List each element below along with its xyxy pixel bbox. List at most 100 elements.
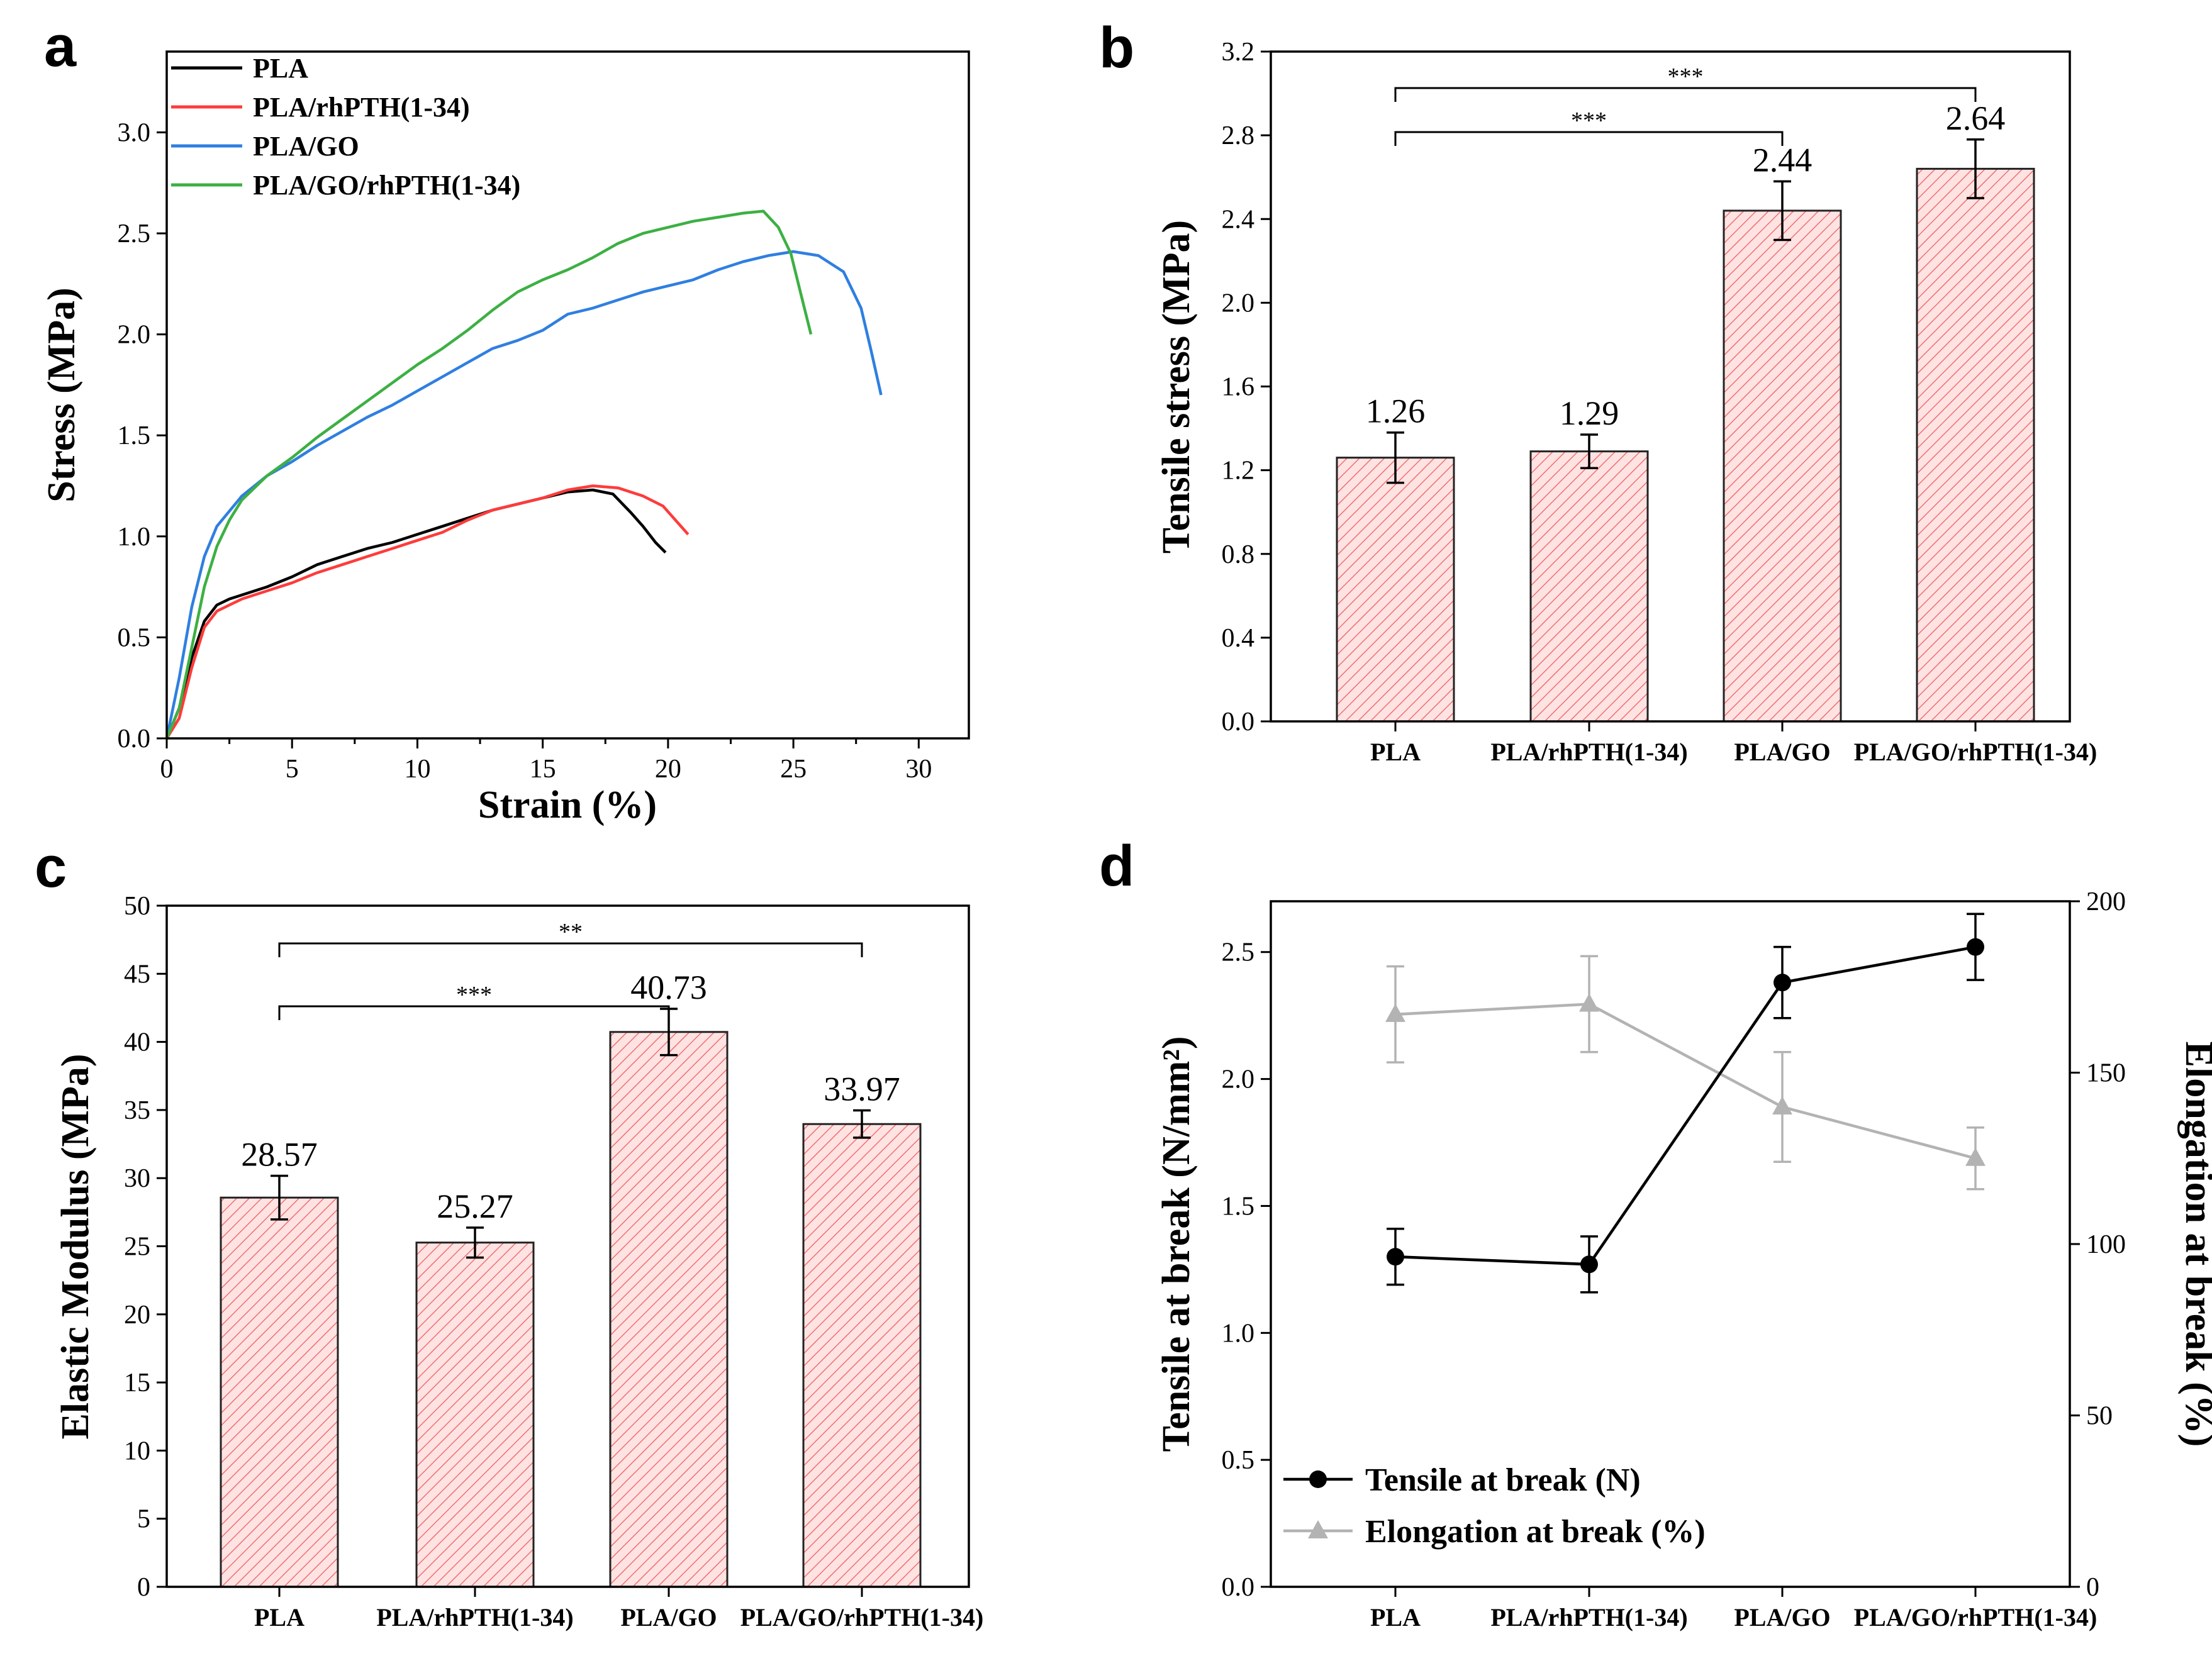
panel-b-y-tick-label: 0.8 (1222, 540, 1255, 569)
panel-c-y-tick-label: 40 (124, 1028, 150, 1057)
panel-a-plot-frame (165, 50, 970, 740)
panel-d-point-triangle (1772, 1096, 1792, 1114)
panel-a-x-tick-label: 20 (655, 755, 681, 784)
panel-a-y-tick-label: 2.0 (118, 321, 151, 350)
panel-c-error-bar (271, 1174, 288, 1221)
panel-b-significance-1-bracket (1394, 131, 1784, 146)
panel-b-significance-1-label: *** (1571, 108, 1607, 134)
panel-d-y-tick-label-right: 50 (2086, 1402, 2113, 1431)
panel-b-bar (1336, 457, 1455, 723)
panel-b-bar (1723, 209, 1842, 723)
panel-d-point-circle (1774, 974, 1791, 992)
panel-d-chart: d 0.0 0.5 1.0 1.5 2.0 2.5 0 50 100 150 200 PLA PLA/r… (1099, 834, 2212, 1631)
panel-b-y-tick-label: 0.4 (1222, 624, 1255, 653)
panel-c-y-tick-label: 45 (124, 960, 150, 989)
panel-b-data-label: 2.44 (1753, 141, 1813, 179)
panel-c-data-label: 28.57 (241, 1136, 318, 1174)
panel-d-y-tick-label-left: 2.0 (1222, 1065, 1255, 1094)
panel-c-data-label: 25.27 (437, 1187, 513, 1225)
panel-b-error-bar (1774, 180, 1791, 242)
panel-c-data-label: 40.73 (630, 969, 707, 1006)
panel-c-y-tick-label: 50 (124, 892, 150, 921)
panel-a-x-tick-label: 25 (780, 755, 807, 784)
panel-d-legend-marker (1309, 1470, 1327, 1488)
panel-d-point-triangle (1965, 1147, 1986, 1166)
panel-d-y-tick-label-right: 150 (2086, 1059, 2126, 1088)
panel-b-letter: b (1099, 16, 1134, 80)
panel-a-x-axis-title: Strain (%) (478, 784, 657, 826)
panel-d-y-tick-label-left: 1.0 (1222, 1319, 1255, 1348)
panel-d-category-label: PLA/GO/rhPTH(1-34) (1854, 1603, 2097, 1631)
panel-a-letter: a (44, 14, 77, 79)
panel-c-category-label: PLA (254, 1603, 304, 1631)
panel-b-bar (1529, 450, 1649, 723)
panel-c-y-tick-label: 35 (124, 1096, 150, 1125)
panel-c-bar (802, 1123, 922, 1588)
panel-a-x-tick-label: 10 (404, 755, 430, 784)
panel-c-bar (609, 1031, 729, 1588)
panel-a-legend-label: PLA/rhPTH(1-34) (253, 92, 470, 123)
panel-c-significance-1-label: *** (456, 982, 492, 1008)
panel-c-y-tick-label: 25 (124, 1233, 150, 1262)
panel-d-y-tick-label-left: 0.5 (1222, 1446, 1255, 1475)
panel-d-point-triangle (1385, 1003, 1405, 1022)
panel-c-y-tick-label: 20 (124, 1301, 150, 1330)
panel-b-y-axis-title: Tensile stress (MPa) (1155, 220, 1198, 553)
panel-b-y-tick-label: 1.6 (1222, 373, 1255, 402)
panel-a-series-line-2 (167, 484, 690, 738)
panel-a-y-axis-title: Stress (MPa) (40, 287, 83, 502)
panel-a-series-line-3 (167, 250, 883, 738)
panel-d-letter: d (1099, 834, 1134, 898)
panel-a-x-tick-label: 0 (160, 755, 174, 784)
panel-c-y-axis-title: Elastic Modulus (MPa) (54, 1053, 97, 1439)
panel-b-y-tick-label: 2.0 (1222, 289, 1255, 318)
panel-d-plot-frame (1270, 900, 2071, 1588)
panel-a-series-line-1 (167, 488, 667, 738)
panel-a-y-tick-label: 0.0 (118, 725, 151, 753)
panel-c-y-tick-label: 10 (124, 1436, 150, 1465)
panel-c-y-tick-label: 15 (124, 1369, 150, 1398)
panel-d-point-circle (1387, 1248, 1404, 1266)
panel-c-y-tick-label: 0 (137, 1573, 150, 1602)
panel-c-category-label: PLA/rhPTH(1-34) (376, 1603, 573, 1631)
panel-a-x-tick-label: 5 (286, 755, 299, 784)
panel-b-plot-frame (1270, 50, 2071, 723)
panel-c-category-label: PLA/GO/rhPTH(1-34) (740, 1603, 984, 1631)
panel-b-error-bar (1967, 138, 1984, 199)
panel-d-y-tick-label-right: 100 (2086, 1230, 2126, 1259)
panel-b-chart: b 0.0 0.4 0.8 1.2 1.6 2.0 2.4 2.8 3.2 1.26 PLA 1.29… (1099, 16, 2097, 766)
panel-d-series-line-1 (1395, 945, 1976, 1266)
panel-c-error-bar (853, 1109, 871, 1139)
panel-a-x-tick-label: 30 (905, 755, 932, 784)
panel-b-bar (1916, 167, 2035, 723)
panel-a-legend-label: PLA (253, 53, 308, 84)
panel-b-y-tick-label: 2.4 (1222, 205, 1255, 234)
panel-b-category-label: PLA/rhPTH(1-34) (1490, 738, 1687, 766)
panel-c-letter: c (35, 835, 67, 899)
panel-c-category-label: PLA/GO (620, 1603, 717, 1631)
panel-b-category-label: PLA/GO (1734, 738, 1830, 766)
panel-d-y-axis-title-right: Elongation at break (%) (2177, 1042, 2212, 1447)
panel-a-legend-label: PLA/GO/rhPTH(1-34) (253, 170, 520, 201)
panel-c-error-bar (466, 1226, 484, 1259)
panel-d-category-label: PLA/rhPTH(1-34) (1490, 1603, 1687, 1631)
panel-d-point-circle (1580, 1255, 1598, 1274)
panel-d-y-tick-label-right: 200 (2086, 887, 2126, 916)
panel-d-y-tick-label-left: 2.5 (1222, 938, 1255, 967)
panel-a-chart: a 0 5 10 15 20 25 30 0.0 0.5 1.0 1.5 2.0 2.5 3.0 PLA P… (40, 14, 970, 826)
panel-c-chart: c 0 5 10 15 20 25 30 35 40 45 50 28.57 PLA 25.27 PLA/r… (35, 835, 984, 1631)
panel-a-y-tick-label: 2.5 (118, 220, 151, 248)
panel-a-y-tick-label: 1.0 (118, 523, 151, 552)
panel-c-significance-2-bracket (278, 942, 863, 957)
panel-d-y-axis-title-left: Tensile at break (N/mm²) (1155, 1036, 1198, 1452)
panel-a-y-tick-label: 0.5 (118, 623, 151, 652)
panel-d-legend-label: Tensile at break (N) (1365, 1462, 1641, 1498)
panel-a-y-tick-label: 3.0 (118, 118, 151, 147)
panel-b-error-bar (1387, 431, 1404, 484)
panel-c-y-tick-label: 5 (137, 1505, 150, 1534)
panel-d-y-tick-label-left: 1.5 (1222, 1192, 1255, 1221)
panel-c-significance-2-label: ** (559, 919, 583, 945)
panel-c-plot-frame (165, 904, 970, 1588)
panel-a-series-line-4 (167, 209, 813, 738)
panel-c-y-tick-label: 30 (124, 1164, 150, 1193)
